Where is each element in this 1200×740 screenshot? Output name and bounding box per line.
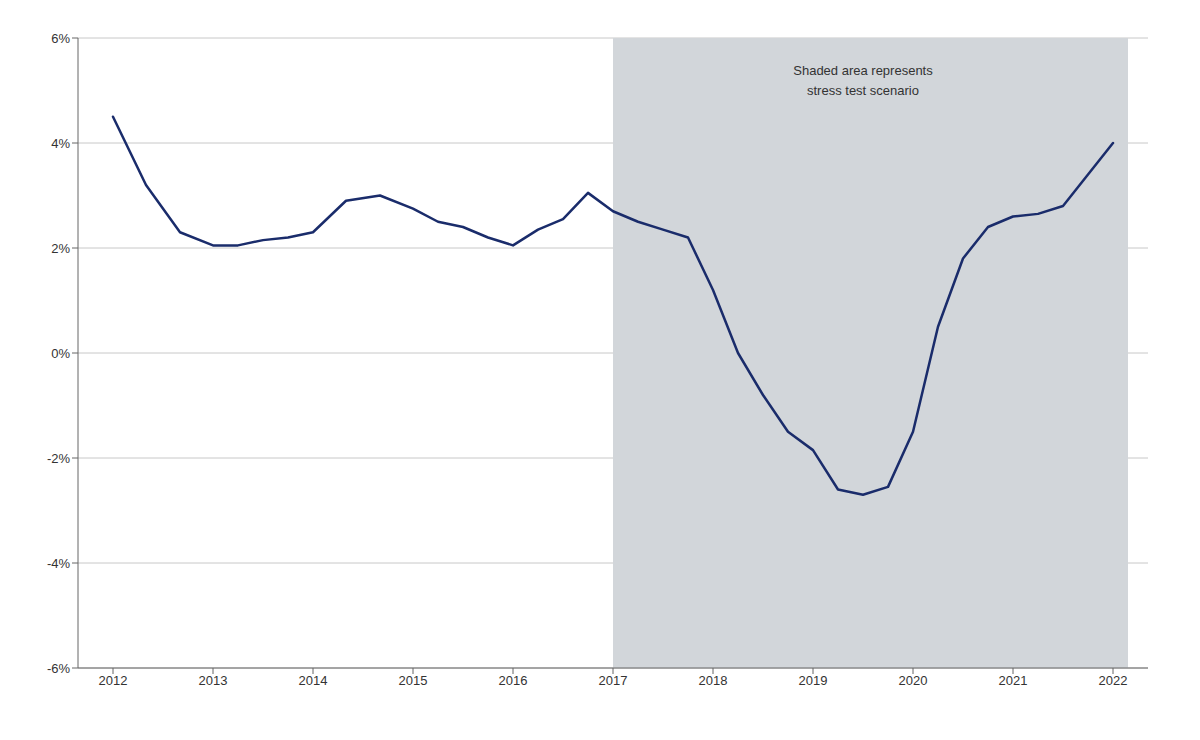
svg-text:2022: 2022 — [1099, 673, 1128, 688]
svg-text:2013: 2013 — [199, 673, 228, 688]
svg-text:2014: 2014 — [299, 673, 328, 688]
svg-text:0%: 0% — [51, 346, 70, 361]
svg-text:Shaded area representsstress t: Shaded area representsstress test scenar… — [793, 63, 933, 99]
svg-text:4%: 4% — [51, 136, 70, 151]
svg-text:-2%: -2% — [47, 451, 71, 466]
svg-text:2%: 2% — [51, 241, 70, 256]
svg-text:-4%: -4% — [47, 556, 71, 571]
svg-text:6%: 6% — [51, 31, 70, 46]
svg-text:2016: 2016 — [499, 673, 528, 688]
svg-text:2018: 2018 — [699, 673, 728, 688]
svg-text:2020: 2020 — [899, 673, 928, 688]
svg-text:2021: 2021 — [999, 673, 1028, 688]
svg-text:-6%: -6% — [47, 661, 71, 676]
svg-text:2017: 2017 — [599, 673, 628, 688]
svg-text:2019: 2019 — [799, 673, 828, 688]
svg-text:2012: 2012 — [99, 673, 128, 688]
svg-text:2015: 2015 — [399, 673, 428, 688]
